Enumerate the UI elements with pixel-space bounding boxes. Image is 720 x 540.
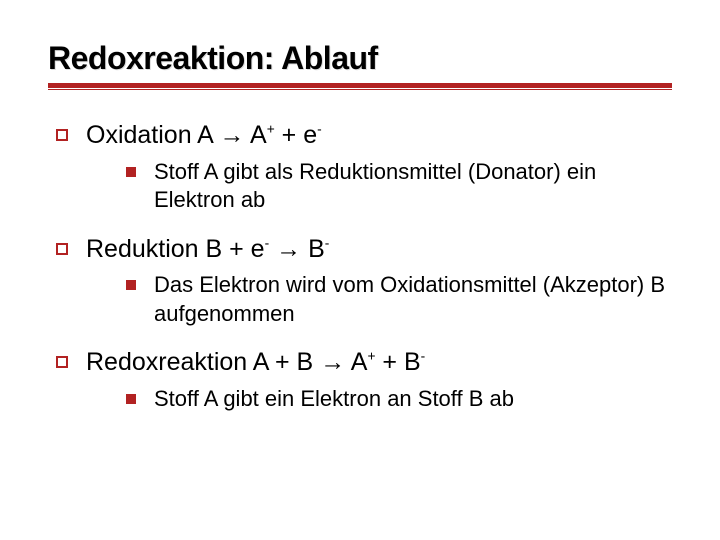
bullet-solid-icon bbox=[126, 280, 136, 290]
bullet-solid-icon bbox=[126, 394, 136, 404]
superscript: - bbox=[325, 235, 330, 250]
page-title: Redoxreaktion: Ablauf bbox=[48, 40, 672, 77]
title-underline bbox=[48, 83, 672, 91]
text-run: Oxidation A bbox=[86, 121, 219, 149]
text-run: Redoxreaktion A + B bbox=[86, 348, 320, 376]
slide: Redoxreaktion: Ablauf Oxidation A → A+ +… bbox=[0, 0, 720, 540]
arrow-icon: → bbox=[219, 121, 244, 149]
list-item-label: Oxidation A → A+ + e- bbox=[86, 119, 322, 152]
sub-list-item: Stoff A gibt als Reduktionsmittel (Donat… bbox=[48, 158, 672, 215]
sub-list-item-label: Stoff A gibt als Reduktionsmittel (Donat… bbox=[154, 158, 672, 215]
arrow-icon: → bbox=[320, 348, 345, 376]
list-item: Redoxreaktion A + B → A+ + B- bbox=[48, 346, 672, 379]
text-run: Reduktion B + e bbox=[86, 235, 265, 263]
bullet-open-icon bbox=[56, 243, 68, 255]
sub-list-item-label: Das Elektron wird vom Oxidationsmittel (… bbox=[154, 271, 672, 328]
sub-list-item: Das Elektron wird vom Oxidationsmittel (… bbox=[48, 271, 672, 328]
list-item-label: Redoxreaktion A + B → A+ + B- bbox=[86, 346, 425, 379]
list-item-label: Reduktion B + e- → B- bbox=[86, 233, 329, 266]
list-item: Oxidation A → A+ + e- bbox=[48, 119, 672, 152]
superscript: + bbox=[267, 122, 275, 137]
bullet-open-icon bbox=[56, 356, 68, 368]
text-run: A bbox=[345, 348, 367, 376]
bullet-solid-icon bbox=[126, 167, 136, 177]
sub-list-item-label: Stoff A gibt ein Elektron an Stoff B ab bbox=[154, 385, 514, 414]
text-run: + B bbox=[375, 348, 420, 376]
text-run: + e bbox=[275, 121, 317, 149]
sub-list-item: Stoff A gibt ein Elektron an Stoff B ab bbox=[48, 385, 672, 414]
text-run: A bbox=[244, 121, 266, 149]
text-run: B bbox=[301, 235, 325, 263]
list-item: Reduktion B + e- → B- bbox=[48, 233, 672, 266]
rule-thick bbox=[48, 83, 672, 88]
superscript: - bbox=[317, 122, 322, 137]
slide-body: Oxidation A → A+ + e- Stoff A gibt als R… bbox=[48, 119, 672, 413]
arrow-icon: → bbox=[276, 235, 301, 263]
superscript: - bbox=[421, 349, 426, 364]
title-block: Redoxreaktion: Ablauf bbox=[48, 40, 672, 91]
bullet-open-icon bbox=[56, 129, 68, 141]
rule-thin bbox=[48, 89, 672, 90]
